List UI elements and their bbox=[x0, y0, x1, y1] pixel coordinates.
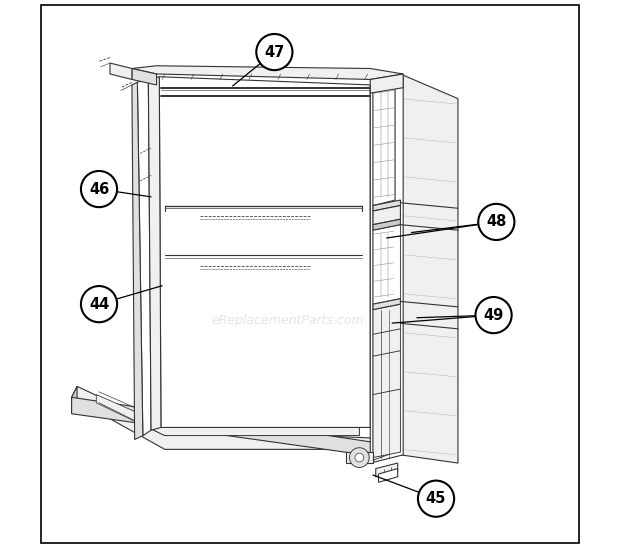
Circle shape bbox=[355, 453, 364, 462]
Circle shape bbox=[81, 286, 117, 322]
Text: 49: 49 bbox=[484, 307, 503, 323]
Polygon shape bbox=[370, 74, 403, 93]
Polygon shape bbox=[373, 79, 395, 460]
Polygon shape bbox=[132, 66, 403, 79]
Circle shape bbox=[418, 481, 454, 517]
Polygon shape bbox=[132, 68, 157, 85]
Polygon shape bbox=[72, 386, 384, 449]
Text: eReplacementParts.com: eReplacementParts.com bbox=[212, 314, 365, 327]
Circle shape bbox=[81, 171, 117, 207]
Polygon shape bbox=[148, 77, 161, 430]
Polygon shape bbox=[376, 463, 397, 477]
Polygon shape bbox=[373, 225, 401, 304]
Polygon shape bbox=[378, 85, 387, 452]
Circle shape bbox=[476, 297, 512, 333]
Polygon shape bbox=[373, 219, 401, 230]
Polygon shape bbox=[72, 386, 77, 414]
Polygon shape bbox=[72, 397, 384, 458]
Text: 45: 45 bbox=[426, 491, 446, 506]
Polygon shape bbox=[401, 74, 458, 463]
Polygon shape bbox=[373, 299, 401, 310]
Polygon shape bbox=[373, 79, 395, 206]
Polygon shape bbox=[96, 395, 360, 436]
Polygon shape bbox=[345, 452, 373, 463]
Polygon shape bbox=[373, 304, 401, 458]
Polygon shape bbox=[110, 63, 132, 79]
Polygon shape bbox=[132, 82, 143, 439]
Circle shape bbox=[350, 448, 369, 467]
Polygon shape bbox=[373, 206, 401, 225]
Text: 48: 48 bbox=[486, 214, 507, 230]
Text: 46: 46 bbox=[89, 181, 109, 197]
Polygon shape bbox=[138, 79, 151, 436]
Circle shape bbox=[478, 204, 515, 240]
Text: 47: 47 bbox=[264, 44, 285, 60]
Polygon shape bbox=[378, 469, 397, 482]
Polygon shape bbox=[159, 77, 370, 427]
Polygon shape bbox=[373, 200, 401, 211]
Polygon shape bbox=[370, 74, 403, 463]
Circle shape bbox=[256, 34, 293, 70]
Text: 44: 44 bbox=[89, 296, 109, 312]
